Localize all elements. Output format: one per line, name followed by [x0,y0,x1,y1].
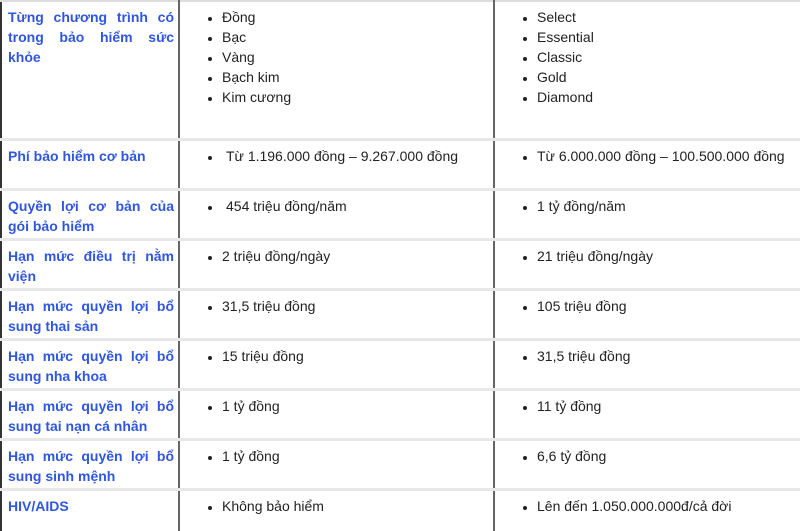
bao-viet-value-cell: 15 triệu đồng [179,337,495,389]
list-item: 1 tỷ đồng [222,396,493,416]
list-item: 31,5 triệu đồng [222,296,493,316]
value-list: 454 triệu đồng/năm [180,196,493,216]
table-row: Quyền lợi cơ bản của gói bảo hiểm 454 tri… [0,187,800,239]
row-label-cell: Hạn mức quyền lợi bổ sung sinh mệnh [0,437,180,489]
aia-value-cell: Lên đến 1.050.000.000đ/cả đời [494,487,800,531]
row-label-cell: Hạn mức quyền lợi bổ sung nha khoa [0,337,180,389]
value-list: Từ 6.000.000 đồng – 100.500.000 đồng [495,146,800,166]
row-label-cell: Từng chương trình có trong bảo hiểm sức … [0,0,180,139]
row-label-cell: Phí bảo hiểm cơ bản [0,137,180,189]
bao-viet-value-cell: Từ 1.196.000 đồng – 9.267.000 đồng [179,137,495,189]
row-label-cell: Hạn mức quyền lợi bổ sung thai sản [0,287,180,339]
bao-viet-value-cell: 2 triệu đồng/ngày [179,237,495,289]
value-list: 31,5 triệu đồng [495,346,800,366]
list-item: 31,5 triệu đồng [537,346,800,366]
row-label: Hạn mức quyền lợi bổ sung sinh mệnh [8,447,174,484]
value-list: 21 triệu đồng/ngày [495,246,800,266]
list-item: 105 triệu đồng [537,296,800,316]
table-row: Hạn mức điều trị nằm viện 2 triệu đồng/ng… [0,237,800,289]
list-item: 6,6 tỷ đồng [537,446,800,466]
value-list: 15 triệu đồng [180,346,493,366]
list-item: Vàng [222,47,493,67]
aia-value-cell: Từ 6.000.000 đồng – 100.500.000 đồng [494,137,800,189]
list-item: Classic [537,47,800,67]
list-item: Từ 1.196.000 đồng – 9.267.000 đồng [222,146,493,166]
list-item: Từ 6.000.000 đồng – 100.500.000 đồng [537,146,800,166]
list-item: 15 triệu đồng [222,346,493,366]
list-item: Lên đến 1.050.000.000đ/cả đời [537,496,800,516]
bao-viet-value-cell: 31,5 triệu đồng [179,287,495,339]
value-list: 1 tỷ đồng [180,446,493,466]
bao-viet-value-cell: Không bảo hiểm [179,487,495,531]
row-label: Hạn mức quyền lợi bổ sung nha khoa [8,347,174,384]
table-row: Hạn mức quyền lợi bổ sung nha khoa 15 tri… [0,337,800,389]
aia-value-cell: 6,6 tỷ đồng [494,437,800,489]
value-list: 1 tỷ đồng/năm [495,196,800,216]
value-list: 105 triệu đồng [495,296,800,316]
aia-value-cell: 31,5 triệu đồng [494,337,800,389]
list-item: 11 tỷ đồng [537,396,800,416]
aia-value-cell: 105 triệu đồng [494,287,800,339]
list-item: 2 triệu đồng/ngày [222,246,493,266]
row-label-cell: HIV/AIDS [0,487,180,531]
table-row: Hạn mức quyền lợi bổ sung tai nạn cá nhâ… [0,387,800,439]
table-row: Hạn mức quyền lợi bổ sung sinh mệnh 1 tỷ … [0,437,800,489]
list-item: 454 triệu đồng/năm [222,196,493,216]
table-row: Phí bảo hiểm cơ bản Từ 1.196.000 đồng – 9… [0,137,800,189]
list-item: Gold [537,67,800,87]
row-label: Hạn mức quyền lợi bổ sung tai nạn cá nhâ… [8,397,174,434]
bao-viet-value-cell: 1 tỷ đồng [179,437,495,489]
value-list: Lên đến 1.050.000.000đ/cả đời [495,496,800,516]
list-item: 1 tỷ đồng [222,446,493,466]
table-row: Hạn mức quyền lợi bổ sung thai sản 31,5 t… [0,287,800,339]
value-list: 6,6 tỷ đồng [495,446,800,466]
list-item: Essential [537,27,800,47]
table-row: Từng chương trình có trong bảo hiểm sức … [0,0,800,139]
bao-viet-value-cell: 1 tỷ đồng [179,387,495,439]
row-label: HIV/AIDS [8,497,69,514]
row-label-cell: Hạn mức điều trị nằm viện [0,237,180,289]
list-item: 21 triệu đồng/ngày [537,246,800,266]
value-list: 2 triệu đồng/ngày [180,246,493,266]
list-item: Đồng [222,7,493,27]
value-list: Từ 1.196.000 đồng – 9.267.000 đồng [180,146,493,166]
aia-value-cell: 11 tỷ đồng [494,387,800,439]
value-list: 11 tỷ đồng [495,396,800,416]
row-label: Quyền lợi cơ bản của gói bảo hiểm [8,197,174,234]
row-label-cell: Hạn mức quyền lợi bổ sung tai nạn cá nhâ… [0,387,180,439]
list-item: Select [537,7,800,27]
value-list: Không bảo hiểm [180,496,493,516]
row-label: Hạn mức điều trị nằm viện [8,247,174,284]
list-item: 1 tỷ đồng/năm [537,196,800,216]
table-row: HIV/AIDS Không bảo hiểm Lên đến 1.050.000.… [0,487,800,531]
value-list: 1 tỷ đồng [180,396,493,416]
list-item: Không bảo hiểm [222,496,493,516]
bao-viet-value-cell: ĐồngBạcVàngBạch kimKim cương [179,0,495,139]
row-label: Phí bảo hiểm cơ bản [8,147,146,164]
bao-viet-value-cell: 454 triệu đồng/năm [179,187,495,239]
list-item: Bạc [222,27,493,47]
list-item: Kim cương [222,87,493,107]
value-list: ĐồngBạcVàngBạch kimKim cương [180,7,493,107]
list-item: Bạch kim [222,67,493,87]
row-label: Hạn mức quyền lợi bổ sung thai sản [8,297,174,334]
row-label-cell: Quyền lợi cơ bản của gói bảo hiểm [0,187,180,239]
aia-value-cell: SelectEssentialClassicGoldDiamond [494,0,800,139]
aia-value-cell: 1 tỷ đồng/năm [494,187,800,239]
row-label: Từng chương trình có trong bảo hiểm sức … [8,9,174,65]
value-list: 31,5 triệu đồng [180,296,493,316]
aia-value-cell: 21 triệu đồng/ngày [494,237,800,289]
value-list: SelectEssentialClassicGoldDiamond [495,7,800,107]
list-item: Diamond [537,87,800,107]
